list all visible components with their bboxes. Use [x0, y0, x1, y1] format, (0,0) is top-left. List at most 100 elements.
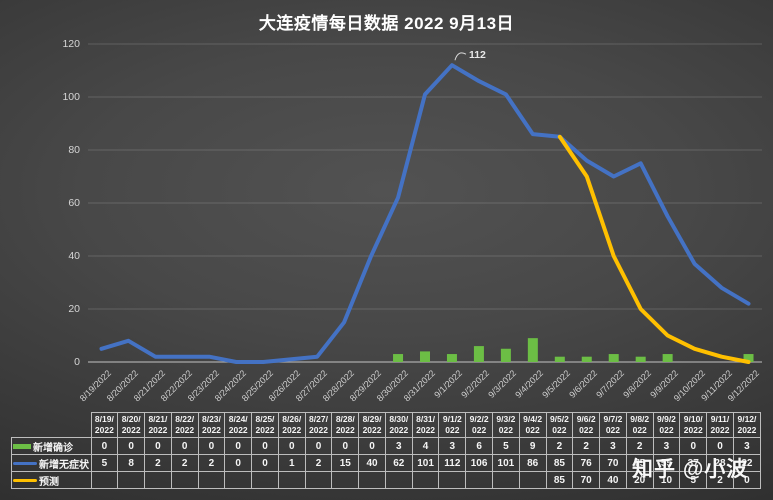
table-date-header: 8/27/2022: [304, 411, 333, 439]
table-value-cell: [518, 471, 547, 490]
table-date-header: 9/2/2022: [465, 411, 493, 439]
table-value-cell: 2: [197, 454, 226, 473]
table-value-cell: 9: [518, 437, 547, 456]
table-value-cell: 101: [491, 454, 520, 473]
table-value-cell: 0: [331, 437, 360, 456]
table-date-header: 9/1/2022: [438, 411, 467, 439]
table-value-cell: [144, 471, 172, 490]
table-value-cell: 70: [599, 454, 627, 473]
y-axis-tick-label: 60: [68, 197, 80, 209]
table-date-header: 9/6/2022: [572, 411, 601, 439]
peak-data-label: 112: [469, 49, 486, 61]
table-date-header: 8/29/2022: [358, 411, 386, 439]
x-axis-tick-label: 9/3/2022: [486, 368, 518, 400]
table-value-cell: 0: [144, 437, 172, 456]
table-value-cell: 40: [358, 454, 386, 473]
table-value-cell: 0: [224, 454, 253, 473]
table-value-cell: 0: [732, 471, 762, 490]
table-value-cell: [411, 471, 440, 490]
table-value-cell: [438, 471, 467, 490]
table-value-cell: [304, 471, 333, 490]
table-value-cell: 112: [438, 454, 467, 473]
plot-area: 112: [88, 43, 762, 364]
table-value-cell: 70: [572, 471, 601, 490]
table-value-cell: [465, 471, 493, 490]
y-axis-tick-label: 80: [68, 144, 80, 156]
table-value-cell: [358, 471, 386, 490]
table-value-cell: 86: [518, 454, 547, 473]
chart-canvas: 112: [88, 43, 762, 364]
legend-swatch-bar: [13, 443, 31, 449]
table-row: 新增无症状 5 8 2 2 2 0 0 1 2 15 40 62 101 112 106 101 86 85 76 70…: [11, 454, 762, 473]
table-row: 新增确诊 0 0 0 0 0 0 0 0 0 0 0 3 4 3 6 5 9 2 2 3 2 3 0 0 3: [11, 437, 762, 456]
table-value-cell: 15: [331, 454, 360, 473]
table-value-cell: 62: [384, 454, 413, 473]
table-value-cell: 2: [170, 454, 199, 473]
table-value-cell: 0: [117, 437, 146, 456]
forecast-series-line: [557, 134, 751, 364]
table-value-cell: 0: [170, 437, 199, 456]
table-date-header: 8/19/2022: [90, 411, 119, 439]
table-value-cell: [491, 471, 520, 490]
table-value-cell: 3: [599, 437, 627, 456]
table-value-cell: 40: [599, 471, 627, 490]
table-value-cell: 101: [411, 454, 440, 473]
table-date-header: 8/31/2022: [411, 411, 440, 439]
table-value-cell: 0: [358, 437, 386, 456]
table-value-cell: 2: [304, 454, 333, 473]
table-date-header: 8/21/2022: [144, 411, 172, 439]
table-corner-cell: [12, 413, 92, 438]
y-axis-tick-label: 0: [74, 356, 80, 368]
green-bar-8/30/2022: [393, 354, 404, 362]
table-value-cell: 10: [652, 471, 681, 490]
x-axis-tick-label: 9/8/2022: [620, 368, 653, 400]
table-value-cell: 0: [90, 437, 119, 456]
legend-label: 新增确诊: [33, 442, 73, 454]
green-bar-9/1/2022: [446, 354, 457, 362]
legend-swatch-line: [13, 478, 37, 482]
x-axis-tick-label: 9/7/2022: [593, 368, 626, 400]
watermark: 知乎 @小波: [632, 458, 749, 481]
table-date-header: 8/30/2022: [384, 411, 413, 439]
x-axis-tick-label: 9/1/2022: [432, 368, 465, 400]
table-value-cell: 85: [545, 454, 574, 473]
table-date-header: 9/9/2022: [652, 411, 681, 439]
green-bar-9/9/2022: [662, 354, 673, 362]
x-axis-tick-label: 9/2/2022: [459, 368, 491, 400]
table-value-cell: 2: [545, 437, 574, 456]
table-date-header: 8/24/2022: [224, 411, 253, 439]
table-value-cell: 3: [438, 437, 467, 456]
table-value-cell: 85: [545, 471, 574, 490]
legend-label: 预测: [39, 476, 59, 488]
green-bar-9/3/2022: [500, 348, 511, 362]
table-date-header: 8/28/2022: [331, 411, 360, 439]
legend-cell: 预测: [11, 471, 92, 490]
table-value-cell: [90, 471, 119, 490]
green-bar-9/8/2022: [635, 356, 646, 362]
table-value-cell: 0: [197, 437, 226, 456]
table-value-cell: [277, 471, 306, 490]
table-value-cell: 0: [224, 437, 253, 456]
table-row: 预测 85 70 40 20 10 5 2 0: [11, 471, 762, 490]
y-axis-tick-label: 100: [62, 91, 80, 103]
legend-label: 新增无症状: [39, 459, 89, 471]
legend-cell: 新增无症状: [11, 454, 92, 473]
table-date-header: 9/4/2022: [518, 411, 547, 439]
x-axis-tick-label: 9/4/2022: [513, 368, 545, 400]
table-date-header: 8/26/2022: [277, 411, 306, 439]
table-value-cell: 0: [277, 437, 306, 456]
table-date-header: 9/3/2022: [491, 411, 520, 439]
green-bar-9/7/2022: [608, 354, 619, 362]
table-value-cell: [251, 471, 279, 490]
table-value-cell: [331, 471, 360, 490]
table-value-cell: 5: [679, 471, 708, 490]
table-date-header: 9/7/2022: [599, 411, 627, 439]
table-value-cell: 2: [144, 454, 172, 473]
green-bar-8/31/2022: [420, 351, 430, 362]
table-value-cell: 2: [572, 437, 601, 456]
table-value-cell: 3: [384, 437, 413, 456]
table-date-header: 8/23/2022: [197, 411, 226, 439]
table-value-cell: 0: [251, 454, 279, 473]
y-axis-tick-label: 120: [62, 38, 80, 50]
